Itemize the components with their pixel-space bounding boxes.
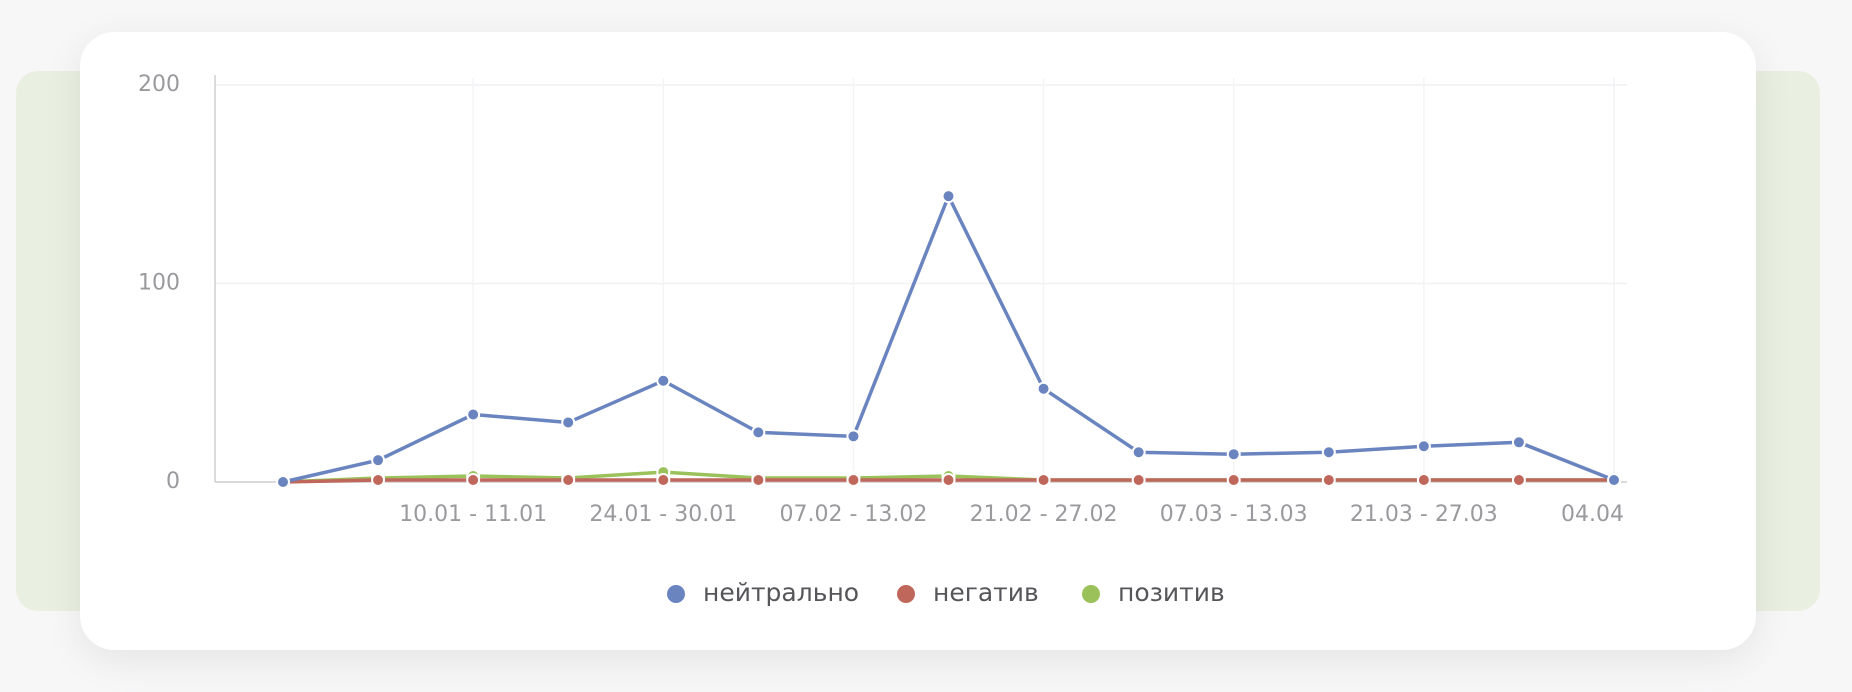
data-point	[1036, 473, 1051, 488]
data-point	[846, 473, 861, 488]
data-point	[371, 453, 386, 468]
data-point	[1416, 473, 1431, 488]
data-point	[1607, 473, 1621, 488]
data-point	[1416, 439, 1431, 454]
data-point	[1131, 473, 1146, 488]
data-point	[941, 189, 956, 204]
x-tick-label: 10.01 - 11.01	[399, 502, 547, 527]
data-point	[1226, 473, 1241, 488]
data-point	[561, 473, 576, 488]
x-tick-label: 21.02 - 27.02	[970, 502, 1118, 527]
data-point	[751, 473, 766, 488]
legend-marker	[667, 585, 685, 603]
y-tick-label: 200	[138, 72, 180, 97]
data-point	[846, 429, 861, 444]
data-point	[1131, 445, 1146, 460]
series-line	[282, 194, 1615, 484]
data-point	[1511, 473, 1526, 488]
data-point	[466, 473, 481, 488]
x-tick-label: 04.04	[1561, 502, 1624, 527]
data-point	[941, 473, 956, 488]
x-tick-label: 21.03 - 27.03	[1350, 502, 1498, 527]
legend-marker	[1082, 585, 1100, 603]
y-tick-label: 0	[166, 469, 180, 494]
data-point	[561, 415, 576, 430]
data-point	[656, 473, 671, 488]
x-tick-label: 24.01 - 30.01	[589, 502, 737, 527]
legend-marker	[897, 585, 915, 603]
data-point	[1036, 381, 1051, 396]
data-point	[466, 407, 481, 422]
data-point	[656, 373, 671, 388]
data-point	[1321, 473, 1336, 488]
data-point	[1511, 435, 1526, 450]
y-tick-label: 100	[138, 271, 180, 296]
legend-label: позитив	[1118, 578, 1225, 607]
data-point	[276, 475, 290, 489]
legend-label: негатив	[933, 578, 1039, 607]
data-point	[751, 425, 766, 440]
legend: нейтрально негатив позитив	[667, 578, 1225, 607]
data-point	[1226, 447, 1241, 462]
legend-label: нейтрально	[703, 578, 859, 607]
data-point	[1321, 445, 1336, 460]
x-tick-label: 07.02 - 13.02	[779, 502, 927, 527]
chart-card	[80, 32, 1756, 650]
data-point	[371, 473, 386, 488]
x-tick-label: 07.03 - 13.03	[1160, 502, 1308, 527]
